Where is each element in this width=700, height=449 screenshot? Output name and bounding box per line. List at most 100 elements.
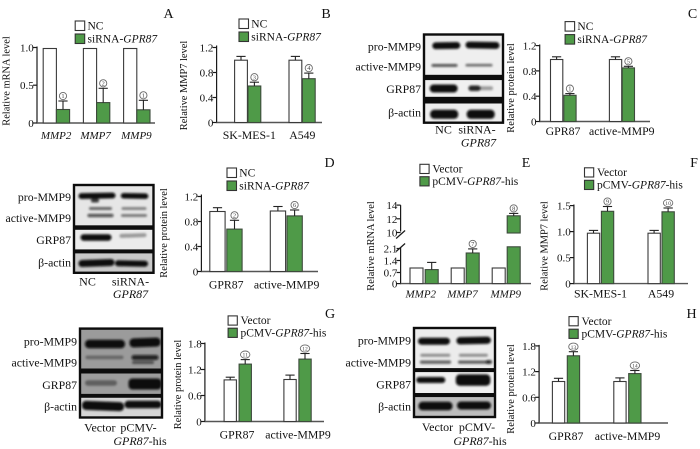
svg-text:Relative MMP7 level: Relative MMP7 level xyxy=(540,201,551,291)
svg-text:2: 2 xyxy=(102,80,105,87)
svg-text:0.8: 0.8 xyxy=(523,66,537,78)
svg-text:active-MMP9: active-MMP9 xyxy=(254,278,320,292)
svg-text:GPR87: GPR87 xyxy=(546,124,581,138)
svg-text:0.8: 0.8 xyxy=(184,217,198,229)
svg-text:13: 13 xyxy=(571,345,577,351)
svg-text:0: 0 xyxy=(392,279,398,291)
svg-text:Relative mRNA level: Relative mRNA level xyxy=(366,201,377,291)
svg-text:GPR87: GPR87 xyxy=(549,429,584,443)
svg-text:pCMV-: pCMV- xyxy=(120,421,156,435)
svg-text:1.2: 1.2 xyxy=(184,192,198,204)
svg-text:10: 10 xyxy=(386,228,398,240)
svg-text:GPR87: GPR87 xyxy=(220,428,255,442)
svg-text:1.2: 1.2 xyxy=(523,41,537,53)
svg-text:1.4: 1.4 xyxy=(384,256,398,268)
svg-text:Relative protein level: Relative protein level xyxy=(506,344,517,434)
svg-text:pCMV-GPR87-his: pCMV-GPR87-his xyxy=(582,328,668,340)
svg-text:0.5: 0.5 xyxy=(557,253,571,265)
svg-text:7: 7 xyxy=(471,241,475,248)
svg-text:1.0: 1.0 xyxy=(557,227,571,239)
svg-text:active-MMP9: active-MMP9 xyxy=(5,211,71,225)
svg-text:1.8: 1.8 xyxy=(188,339,202,351)
svg-text:Relative MMP7 level: Relative MMP7 level xyxy=(179,41,190,131)
svg-text:Vector: Vector xyxy=(241,315,271,327)
svg-text:0: 0 xyxy=(530,418,536,430)
svg-text:F: F xyxy=(690,156,698,171)
svg-text:3: 3 xyxy=(253,74,256,81)
svg-text:Relative protein level: Relative protein level xyxy=(173,340,184,430)
svg-text:2: 2 xyxy=(233,212,236,219)
svg-text:D: D xyxy=(324,156,334,171)
svg-text:NC: NC xyxy=(435,123,452,137)
svg-text:1: 1 xyxy=(568,86,571,93)
svg-text:β-actin: β-actin xyxy=(378,400,411,414)
svg-text:GPR87-his: GPR87-his xyxy=(453,434,507,448)
svg-text:Vector: Vector xyxy=(422,420,453,434)
svg-text:0.5: 0.5 xyxy=(20,80,34,92)
svg-text:A549: A549 xyxy=(289,128,315,142)
svg-text:14: 14 xyxy=(632,364,638,370)
svg-text:pCMV-GPR87-his: pCMV-GPR87-his xyxy=(241,328,327,340)
svg-text:0: 0 xyxy=(208,118,214,130)
svg-text:NC: NC xyxy=(79,275,96,289)
svg-text:11: 11 xyxy=(243,353,249,359)
svg-text:MMP9: MMP9 xyxy=(120,130,152,142)
svg-text:GPR87: GPR87 xyxy=(461,136,497,150)
svg-text:0: 0 xyxy=(565,279,571,291)
svg-text:1.0: 1.0 xyxy=(20,43,34,55)
svg-text:0.8: 0.8 xyxy=(200,68,214,80)
svg-text:siRNA-: siRNA- xyxy=(112,275,149,289)
svg-text:H: H xyxy=(686,307,696,322)
svg-text:0.6: 0.6 xyxy=(188,391,202,403)
svg-text:siRNA-: siRNA- xyxy=(458,123,495,137)
svg-text:β-actin: β-actin xyxy=(38,256,71,270)
svg-text:pCMV-GPR87-his: pCMV-GPR87-his xyxy=(432,176,518,188)
svg-text:Relative mRNA level: Relative mRNA level xyxy=(2,36,13,126)
svg-text:0.6: 0.6 xyxy=(522,392,536,404)
svg-text:active-MMP9: active-MMP9 xyxy=(355,60,421,74)
svg-text:GPR87-his: GPR87-his xyxy=(113,434,167,448)
svg-text:0.4: 0.4 xyxy=(200,93,214,105)
svg-text:GRP87: GRP87 xyxy=(376,378,411,392)
svg-text:MMP2: MMP2 xyxy=(405,289,437,301)
svg-text:Vector: Vector xyxy=(582,316,612,328)
svg-text:GRP87: GRP87 xyxy=(36,233,71,247)
svg-text:SK-MES-1: SK-MES-1 xyxy=(223,128,276,142)
svg-text:4: 4 xyxy=(307,65,311,72)
svg-text:siRNA-GPR87: siRNA-GPR87 xyxy=(88,33,159,45)
svg-text:NC: NC xyxy=(251,18,267,30)
svg-text:NC: NC xyxy=(577,21,593,33)
svg-text:SK-MES-1: SK-MES-1 xyxy=(574,287,627,301)
svg-text:1.8: 1.8 xyxy=(522,341,536,353)
svg-text:0: 0 xyxy=(28,118,34,130)
svg-text:active-MMP9: active-MMP9 xyxy=(345,356,411,370)
svg-text:Vector: Vector xyxy=(432,164,462,176)
svg-text:8: 8 xyxy=(512,206,515,213)
svg-text:pCMV-: pCMV- xyxy=(459,420,495,434)
svg-text:pro-MMP9: pro-MMP9 xyxy=(368,40,421,54)
svg-text:Relative protein level: Relative protein level xyxy=(159,188,170,278)
svg-text:GPR87: GPR87 xyxy=(209,278,244,292)
svg-text:MMP7: MMP7 xyxy=(446,289,478,301)
svg-text:siRNA-GPR87: siRNA-GPR87 xyxy=(251,31,322,43)
svg-text:10: 10 xyxy=(665,201,671,207)
svg-text:6: 6 xyxy=(293,202,296,209)
svg-text:β-actin: β-actin xyxy=(388,106,421,120)
svg-text:MMP2: MMP2 xyxy=(40,130,72,142)
svg-text:E: E xyxy=(522,156,531,171)
svg-text:GRP87: GRP87 xyxy=(386,82,421,96)
svg-text:NC: NC xyxy=(239,167,255,179)
svg-text:1.2: 1.2 xyxy=(188,365,202,377)
svg-text:0.4: 0.4 xyxy=(523,91,537,103)
svg-text:active-MMP9: active-MMP9 xyxy=(589,124,655,138)
svg-text:MMP7: MMP7 xyxy=(79,130,111,142)
svg-text:12: 12 xyxy=(386,214,397,226)
svg-text:pro-MMP9: pro-MMP9 xyxy=(24,335,77,349)
svg-text:GRP87: GRP87 xyxy=(42,378,77,392)
svg-text:12: 12 xyxy=(302,347,308,353)
svg-text:0.4: 0.4 xyxy=(184,242,198,254)
svg-text:NC: NC xyxy=(88,20,104,32)
svg-text:MMP9: MMP9 xyxy=(490,289,522,301)
svg-text:0: 0 xyxy=(193,267,199,279)
svg-text:active-MMP9: active-MMP9 xyxy=(595,429,661,443)
